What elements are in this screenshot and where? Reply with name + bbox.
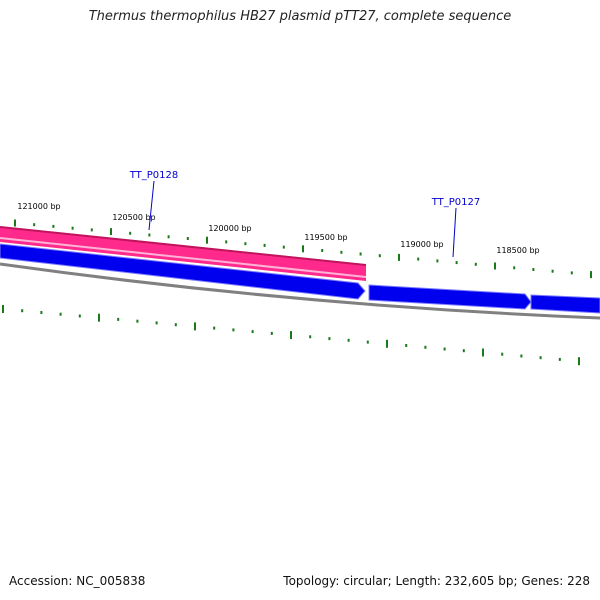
label-leader-tt-p0128 [148,180,155,231]
topology-summary-text: Topology: circular; Length: 232,605 bp; … [283,574,590,588]
scale-label-118500: 118500 bp [496,246,539,255]
scale-label-119000: 119000 bp [400,240,443,249]
scale-label-120000: 120000 bp [208,224,251,233]
map-title: Thermus thermophilus HB27 plasmid pTT27,… [88,9,512,24]
scale-label-121000: 121000 bp [17,202,60,211]
scale-label-119500: 119500 bp [304,233,347,242]
outer-scale-ticks [14,219,592,279]
gene-arrow-tt-p0128[interactable] [0,243,366,300]
label-leader-tt-p0127 [452,207,457,258]
plasmid-backbone [0,262,600,320]
inner-scale-ticks [2,305,580,366]
gene-arrow-next[interactable] [530,294,600,314]
gene-label-tt-p0127[interactable]: TT_P0127 [431,197,481,208]
feature-band-pink-edge [0,226,367,266]
gene-arrow-tt-p0127[interactable] [368,284,532,310]
gene-label-tt-p0128[interactable]: TT_P0128 [129,170,179,181]
accession-text: Accession: NC_005838 [9,574,146,588]
scale-label-120500: 120500 bp [112,213,155,222]
feature-band-pink-highlight [0,237,367,278]
